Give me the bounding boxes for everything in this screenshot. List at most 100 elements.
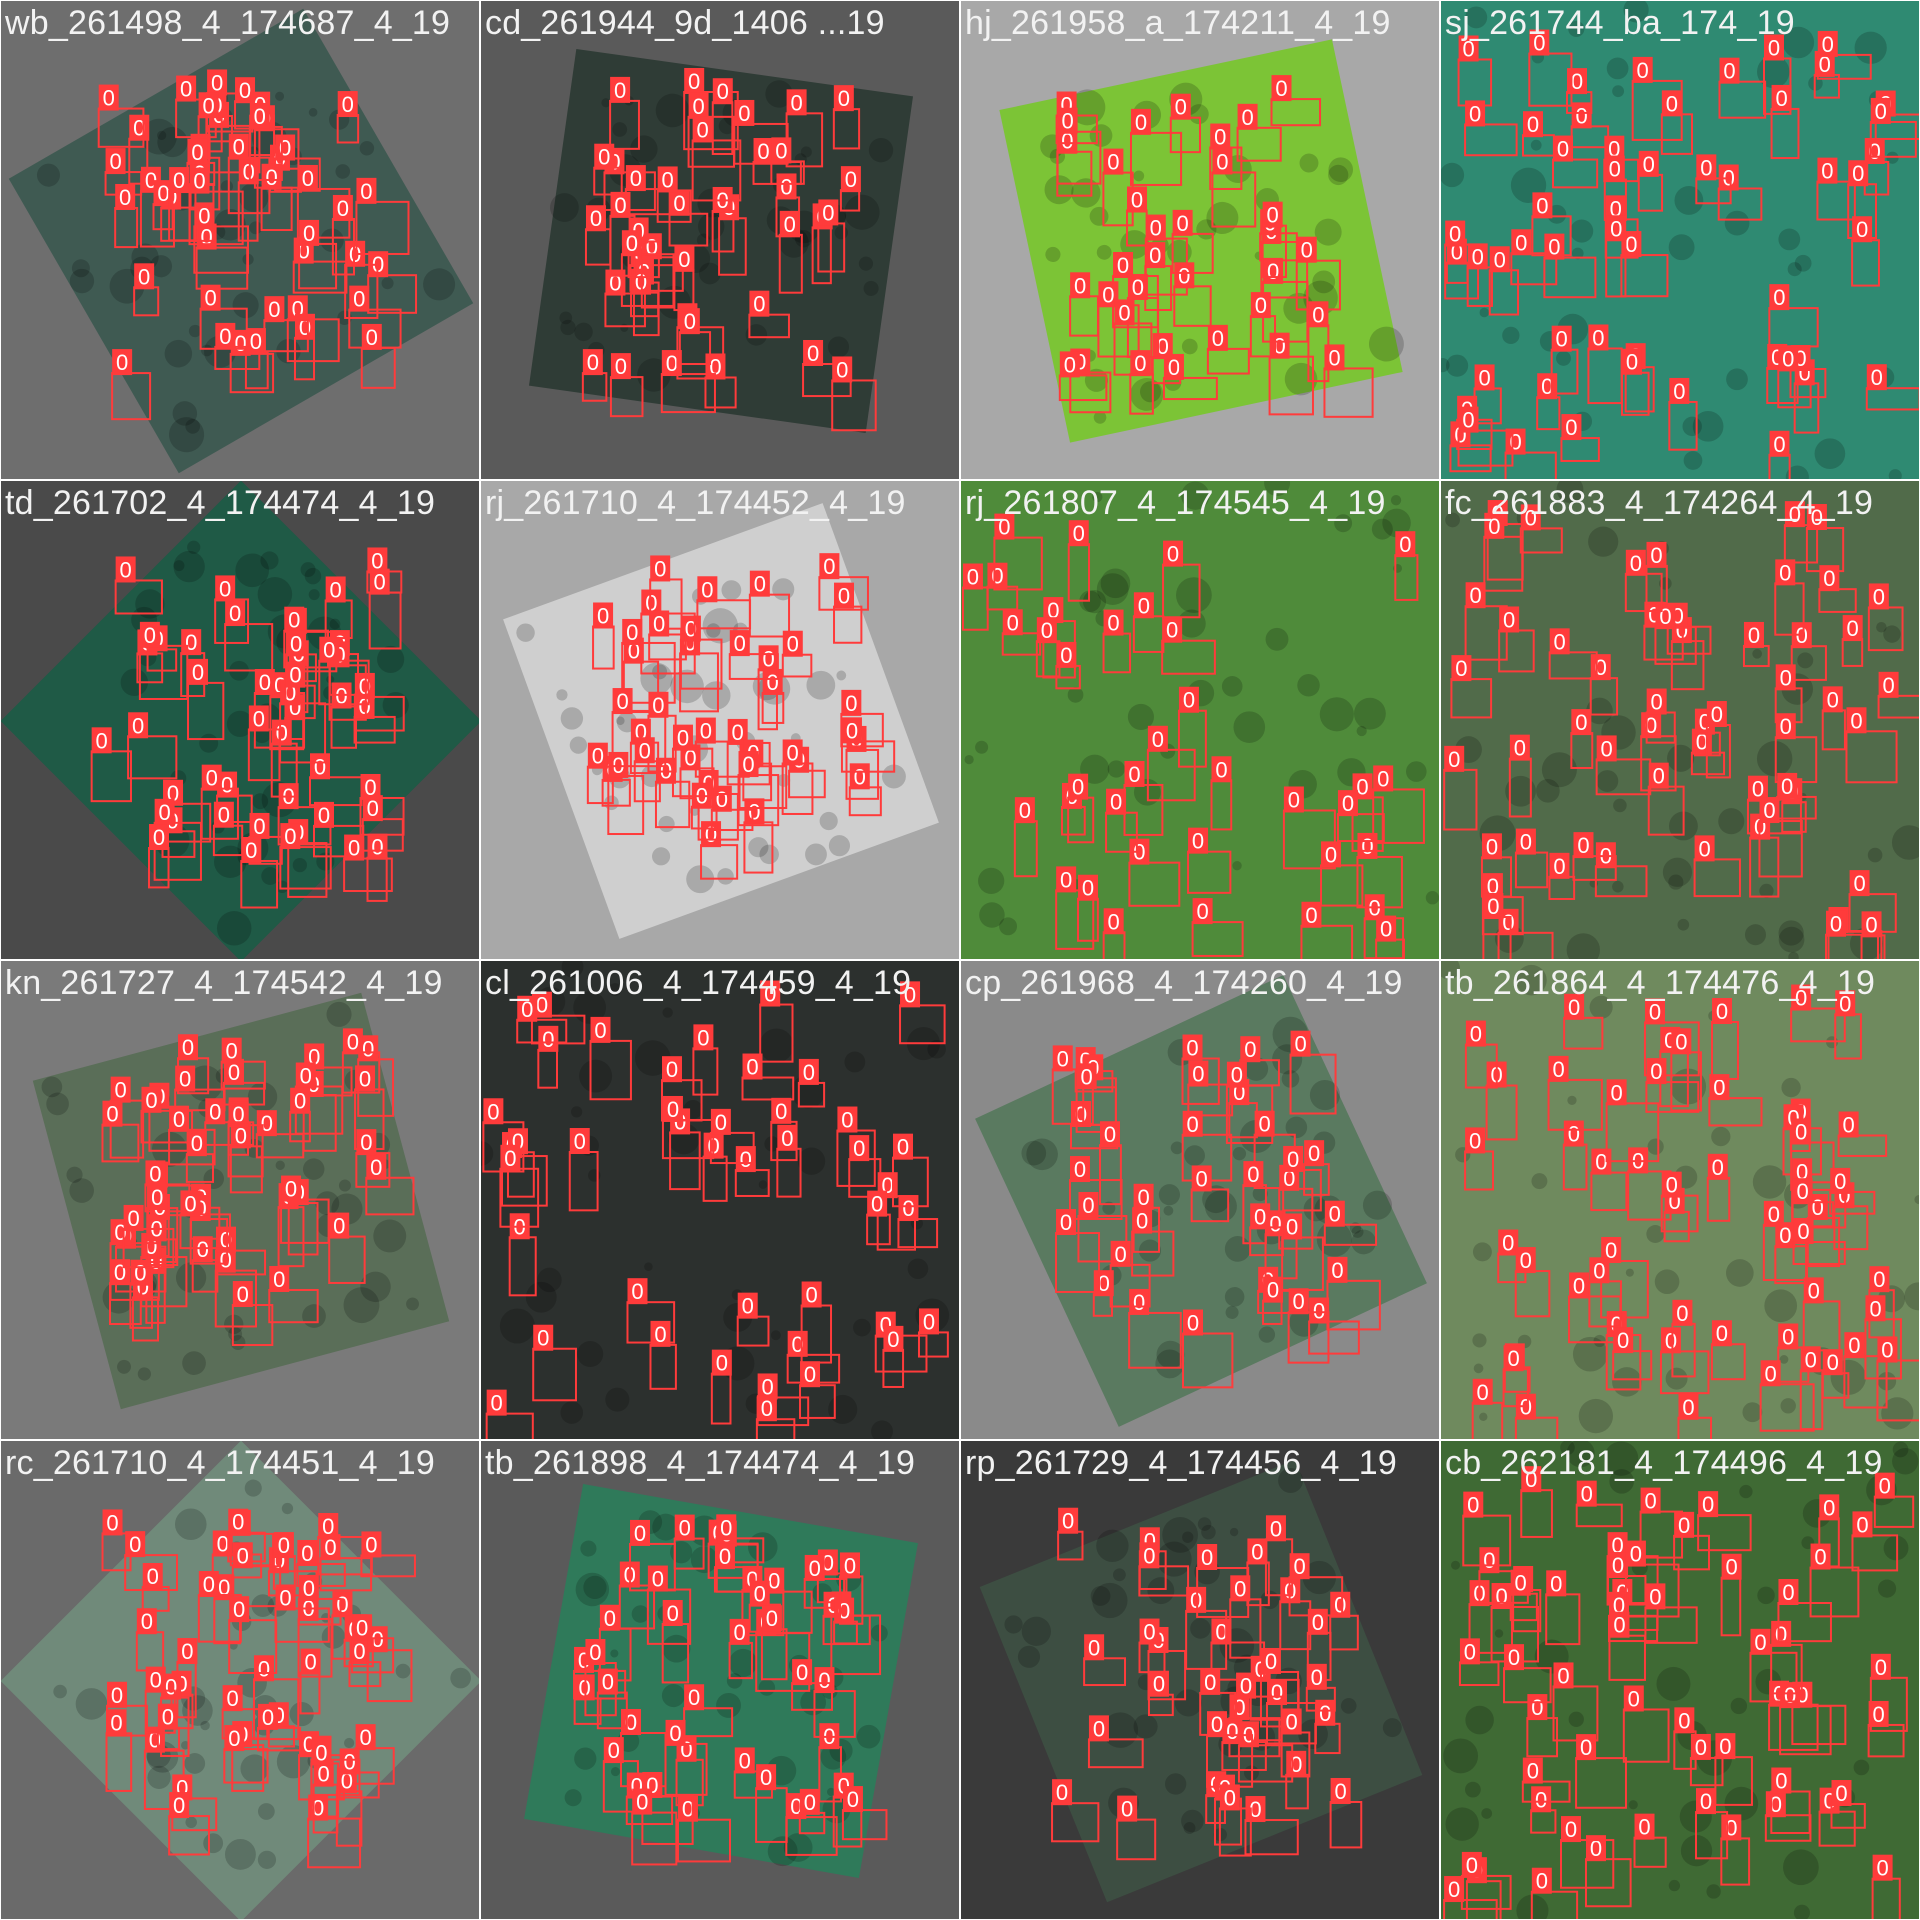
detection-label: 0 [1698, 836, 1710, 861]
detection-label: 0 [784, 212, 796, 237]
detection-box [993, 536, 1043, 591]
detection-label-bg [804, 1554, 825, 1581]
detection-label: 0 [353, 287, 365, 312]
tree-canopy [1181, 481, 1210, 510]
detection-label: 0 [1873, 584, 1885, 609]
image-tile: 0000000000000000000000000000000000000000… [0, 0, 480, 480]
tree-canopy [1780, 1398, 1796, 1414]
tree-canopy [601, 98, 611, 108]
detection-label-bg [366, 1153, 387, 1180]
detection-box [1236, 126, 1282, 162]
detection-label-bg [313, 1760, 334, 1787]
detection-box [1281, 1236, 1324, 1291]
detection-label-bg [361, 1531, 382, 1558]
detection-label-bg [1052, 1045, 1073, 1072]
detection-label-bg [782, 739, 803, 766]
tree-canopy [1596, 770, 1619, 792]
detection-label: 0 [371, 548, 383, 573]
tree-canopy [1730, 1697, 1748, 1715]
detection-label-bg [1068, 520, 1089, 547]
detection-label: 0 [312, 1796, 324, 1821]
detection-label-bg [1819, 1494, 1840, 1521]
detection-label-bg [841, 717, 862, 744]
tree-canopy [423, 268, 456, 301]
detection-box [1552, 1685, 1599, 1742]
tree-canopy [587, 1169, 601, 1182]
detection-label: 0 [1552, 1057, 1564, 1082]
detection-label: 0 [1773, 285, 1785, 310]
detection-label: 0 [1507, 1346, 1519, 1371]
detection-label: 0 [261, 1111, 273, 1136]
tree-canopy [188, 324, 202, 338]
detection-label: 0 [1879, 1474, 1891, 1499]
aerial-image: 0000000000000000000000000000000000000000… [1, 481, 479, 959]
detection-label: 0 [303, 221, 315, 246]
detection-label-bg [1646, 688, 1667, 715]
detection-label-bg [297, 164, 318, 191]
detection-label-bg [361, 323, 382, 350]
detection-label-bg [1163, 353, 1184, 380]
detection-label: 0 [602, 1670, 614, 1695]
detection-label-bg [680, 744, 701, 771]
detection-label-bg [819, 553, 840, 580]
detection-label: 0 [1533, 31, 1545, 56]
detection-label: 0 [991, 564, 1003, 589]
detection-label: 0 [1495, 1584, 1507, 1609]
detection-label-bg [228, 1508, 249, 1535]
tree-canopy [1759, 883, 1774, 899]
detection-label-bg [1515, 828, 1536, 855]
detection-label-bg [360, 773, 381, 800]
detection-box [124, 1554, 179, 1591]
detection-label-bg [1571, 709, 1592, 736]
detection-label: 0 [206, 766, 218, 791]
detection-label-bg [1282, 1213, 1303, 1240]
detection-label: 0 [1575, 710, 1587, 735]
detection-label: 0 [1565, 415, 1577, 440]
detection-label-bg [1712, 997, 1733, 1024]
detection-label-bg [264, 296, 285, 323]
detection-label: 0 [276, 721, 288, 746]
detection-label-bg [115, 556, 136, 583]
detection-label: 0 [1117, 253, 1129, 278]
detection-label-bg [1696, 154, 1717, 181]
detection-label: 0 [367, 796, 379, 821]
detection-label-bg [1561, 1816, 1582, 1843]
tree-canopy [1692, 410, 1724, 442]
detection-label: 0 [181, 1639, 193, 1664]
tree-canopy [662, 1634, 691, 1663]
detection-label: 0 [536, 993, 548, 1018]
detection-label-bg [1546, 1570, 1567, 1597]
detection-label-bg [271, 719, 292, 746]
tree-canopy [69, 1178, 94, 1203]
detection-label-bg [314, 801, 335, 828]
detection-label: 0 [1827, 1350, 1839, 1375]
detection-label: 0 [127, 1206, 139, 1231]
detection-label: 0 [838, 584, 850, 609]
detection-label: 0 [1847, 616, 1859, 641]
detection-label-bg [1694, 835, 1715, 862]
detection-label-bg [248, 705, 269, 732]
detection-label: 0 [1856, 1512, 1868, 1537]
detection-label: 0 [682, 1797, 694, 1822]
detection-label-bg [356, 177, 377, 204]
tree-canopy [1677, 918, 1690, 931]
detection-label: 0 [1286, 1709, 1298, 1734]
detection-box [280, 1198, 330, 1244]
detection-label-bg [1070, 272, 1091, 299]
detection-label: 0 [742, 752, 754, 777]
detection-label-bg [194, 202, 215, 229]
tree-canopy [224, 1838, 256, 1870]
tree-canopy [1785, 465, 1809, 479]
detection-label-bg [1563, 1120, 1584, 1147]
detection-label-bg [1114, 299, 1135, 326]
detection-label: 0 [615, 354, 627, 379]
detection-label: 0 [1019, 798, 1031, 823]
detection-box [1171, 232, 1214, 274]
tree-canopy [1793, 1904, 1810, 1919]
detection-label-bg [300, 1648, 321, 1675]
detection-label-bg [161, 1673, 182, 1700]
detection-box [1631, 79, 1683, 141]
detection-label-bg [1510, 1569, 1531, 1596]
